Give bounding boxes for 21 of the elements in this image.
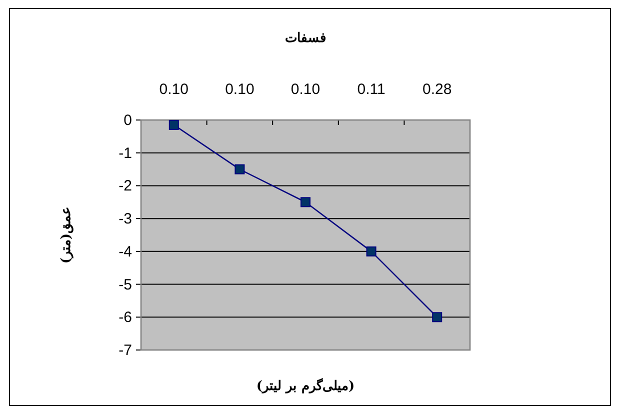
x-tick-label: 0.28: [422, 81, 452, 98]
point: [234, 164, 245, 174]
y-tick-label: -2: [118, 178, 132, 195]
y-tick-label: 0: [124, 112, 132, 129]
x-tick-label: 0.11: [357, 81, 386, 98]
y-tick-label: -3: [118, 210, 132, 228]
y-tick-label: -7: [118, 342, 132, 359]
y-tick-label: -4: [118, 243, 132, 260]
y-axis-title: عمق(متر): [59, 206, 74, 264]
x-tick-label: 0.10: [225, 81, 254, 98]
chart-title: فسفات: [285, 31, 326, 46]
point: [168, 120, 179, 130]
y-tick-label: -5: [118, 276, 132, 294]
point: [432, 312, 442, 322]
x-tick-label: 0.10: [159, 81, 188, 98]
point: [300, 197, 310, 208]
y-tick-label: -1: [118, 144, 132, 162]
x-tick-label: 0.10: [290, 81, 320, 98]
point: [366, 246, 376, 256]
y-tick-label: -6: [118, 309, 132, 326]
x-axis-title: (میلی‌گرم بر لیتر): [256, 377, 355, 394]
